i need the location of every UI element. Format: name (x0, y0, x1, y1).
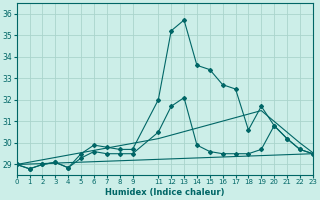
X-axis label: Humidex (Indice chaleur): Humidex (Indice chaleur) (105, 188, 225, 197)
